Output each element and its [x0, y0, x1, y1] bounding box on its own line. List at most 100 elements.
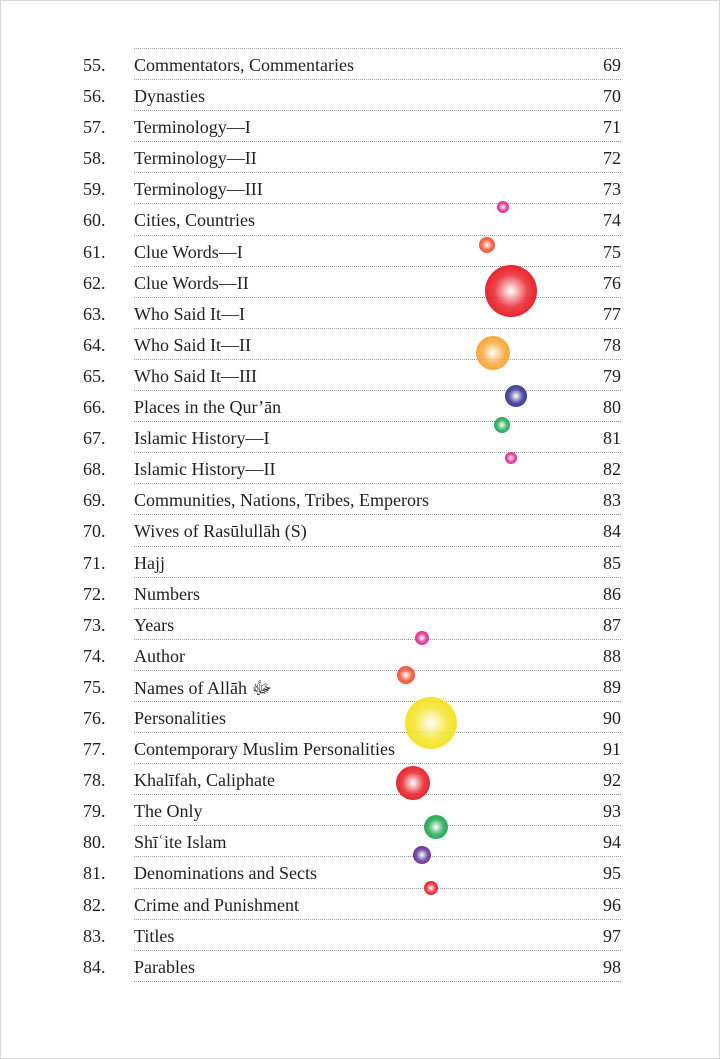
entry-title: Terminology—I: [134, 117, 251, 138]
entry-page: 84: [603, 521, 621, 542]
entry-title: Titles: [134, 925, 175, 946]
toc-entry[interactable]: 60. Cities, Countries 74: [1, 204, 720, 236]
entry-page: 82: [603, 459, 621, 480]
toc-entry[interactable]: 78. Khalīfah, Caliphate 92: [1, 764, 720, 796]
entry-title: Communities, Nations, Tribes, Emperors: [134, 490, 430, 511]
top-rule: [134, 48, 621, 49]
entry-page: 93: [603, 801, 621, 822]
toc-entry[interactable]: 80. Shīʿite Islam 94: [1, 826, 720, 858]
bubble-icon: [494, 417, 510, 433]
entry-number: 68.: [83, 459, 106, 480]
dotted-rule: [134, 669, 621, 671]
dotted-rule: [134, 887, 621, 889]
entry-title: Cities, Countries: [134, 210, 255, 231]
toc-entry[interactable]: 68. Islamic History—II 82: [1, 453, 720, 485]
toc-entry[interactable]: 74. Author 88: [1, 640, 720, 671]
entry-title: Author: [134, 645, 185, 666]
entry-page: 79: [603, 365, 621, 386]
toc-entry[interactable]: 64. Who Said It—II 78: [1, 329, 720, 360]
entry-page: 73: [603, 179, 621, 200]
toc-entry[interactable]: 66. Places in the Qur’ān 80: [1, 391, 720, 423]
toc-entry[interactable]: 65. Who Said It—III 79: [1, 360, 720, 392]
entry-title: Wives of Rasūlullāh (S): [134, 521, 307, 542]
dotted-rule: [134, 358, 621, 360]
dotted-rule: [134, 949, 621, 951]
dotted-rule: [134, 576, 621, 578]
toc-entry[interactable]: 58. Terminology—II 72: [1, 142, 720, 174]
toc-entry[interactable]: 71. Hajj 85: [1, 547, 720, 578]
toc-entry[interactable]: 63. Who Said It—I 77: [1, 298, 720, 329]
toc-entry[interactable]: 75. Names of Allāh ﷻ 89: [1, 671, 720, 702]
toc-entry[interactable]: 73. Years 87: [1, 609, 720, 640]
dotted-rule: [134, 918, 621, 920]
entry-page: 95: [603, 863, 621, 884]
entry-title: Places in the Qur’ān: [134, 397, 282, 418]
toc-entry[interactable]: 67. Islamic History—I 81: [1, 422, 720, 454]
dotted-rule: [134, 607, 621, 609]
entry-title: Who Said It—II: [134, 334, 251, 355]
toc-entry[interactable]: 84. Parables 98: [1, 951, 720, 982]
entry-title: Islamic History—I: [134, 428, 270, 449]
table-of-contents: 55. Commentators, Commentaries 69 56. Dynast…: [1, 49, 720, 982]
entry-number: 83.: [83, 925, 106, 946]
entry-number: 75.: [83, 676, 106, 697]
toc-entry[interactable]: 69. Communities, Nations, Tribes, Emperor…: [1, 484, 720, 516]
dotted-rule: [134, 141, 621, 143]
entry-number: 57.: [83, 117, 106, 138]
toc-entry[interactable]: 62. Clue Words—II 76: [1, 267, 720, 298]
entry-page: 96: [603, 894, 621, 915]
entry-page: 81: [603, 428, 621, 449]
entry-title: Denominations and Sects: [134, 863, 317, 884]
dotted-rule: [134, 825, 621, 827]
entry-number: 63.: [83, 303, 106, 324]
toc-entry[interactable]: 61. Clue Words—I 75: [1, 236, 720, 267]
entry-number: 70.: [83, 521, 106, 542]
entry-number: 82.: [83, 894, 106, 915]
entry-number: 61.: [83, 241, 106, 262]
entry-page: 88: [603, 645, 621, 666]
dotted-rule: [134, 110, 621, 112]
toc-entry[interactable]: 76. Personalities 90: [1, 702, 720, 734]
dotted-rule: [134, 483, 621, 485]
entry-number: 55.: [83, 55, 106, 75]
toc-entry[interactable]: 59. Terminology—III 73: [1, 173, 720, 205]
toc-entry[interactable]: 83. Titles 97: [1, 920, 720, 951]
dotted-rule: [134, 794, 621, 796]
dotted-rule: [134, 545, 621, 547]
dotted-rule: [134, 732, 621, 734]
entry-title: Years: [134, 614, 175, 635]
entry-page: 72: [603, 148, 621, 169]
toc-entry[interactable]: 56. Dynasties 70: [1, 80, 720, 112]
entry-page: 69: [603, 55, 621, 75]
entry-page: 86: [603, 583, 621, 604]
bubble-icon: [497, 201, 509, 213]
entry-page: 76: [603, 272, 621, 293]
entry-number: 59.: [83, 179, 106, 200]
toc-entry[interactable]: 57. Terminology—I 71: [1, 111, 720, 143]
entry-number: 72.: [83, 583, 106, 604]
toc-entry[interactable]: 82. Crime and Punishment 96: [1, 889, 720, 920]
entry-number: 81.: [83, 863, 106, 884]
bubble-icon: [396, 766, 430, 800]
toc-entry[interactable]: 70. Wives of Rasūlullāh (S) 84: [1, 515, 720, 547]
entry-page: 94: [603, 832, 621, 853]
entry-number: 69.: [83, 490, 106, 511]
toc-entry[interactable]: 81. Denominations and Sects 95: [1, 857, 720, 889]
dotted-rule: [134, 203, 621, 205]
entry-page: 91: [603, 739, 621, 760]
toc-entry[interactable]: 79. The Only 93: [1, 795, 720, 827]
dotted-rule: [134, 638, 621, 640]
bubble-icon: [479, 237, 495, 253]
dotted-rule: [134, 234, 621, 236]
bubble-icon: [397, 666, 415, 684]
toc-entry[interactable]: 72. Numbers 86: [1, 578, 720, 609]
entry-page: 74: [603, 210, 621, 231]
entry-title: Who Said It—I: [134, 303, 245, 324]
dotted-rule: [134, 514, 621, 516]
toc-entry[interactable]: 77. Contemporary Muslim Personalities 91: [1, 733, 720, 765]
bubble-icon: [405, 697, 457, 749]
entry-page: 78: [603, 334, 621, 355]
toc-entry[interactable]: 55. Commentators, Commentaries 69: [1, 49, 720, 81]
dotted-rule: [134, 79, 621, 81]
dotted-rule: [134, 265, 621, 267]
